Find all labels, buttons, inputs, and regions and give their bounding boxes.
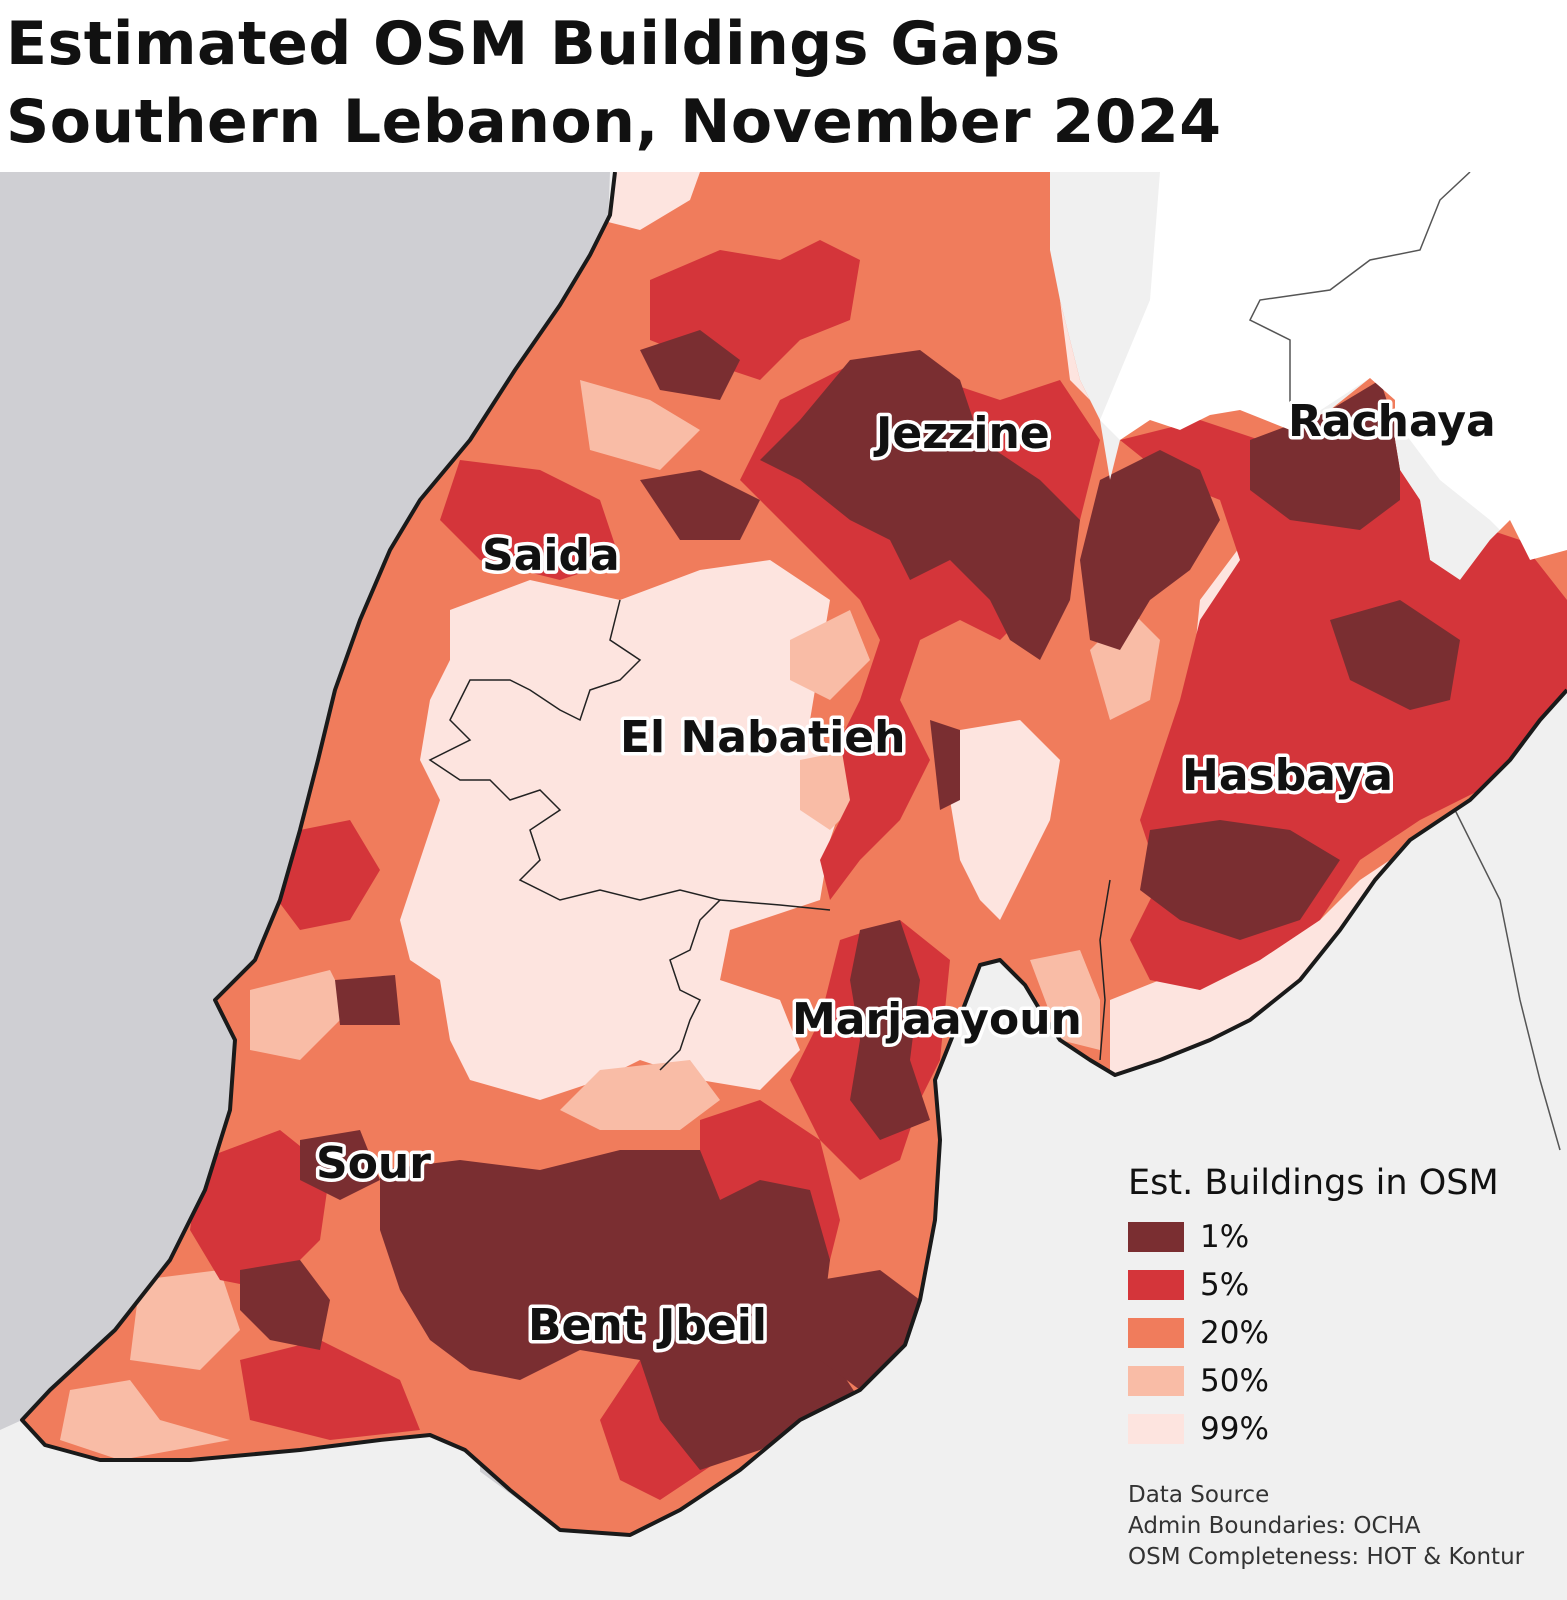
map-title-line-2: Southern Lebanon, November 2024 xyxy=(6,87,1222,157)
region-fill-1-north[interactable] xyxy=(640,330,740,400)
legend-swatch-20pct xyxy=(1128,1318,1184,1348)
region-fill-1-hasbaya[interactable] xyxy=(1080,450,1220,650)
district-label-marjaayoun: Marjaayoun xyxy=(792,994,1082,1045)
legend-item: 50% xyxy=(1128,1357,1548,1405)
data-source-completeness: OSM Completeness: HOT & Kontur xyxy=(1128,1544,1525,1570)
region-fill-5-coast[interactable] xyxy=(270,820,380,930)
region-fill-1-sour[interactable] xyxy=(240,1260,330,1350)
legend-swatch-1pct xyxy=(1128,1222,1184,1252)
legend-title: Est. Buildings in OSM xyxy=(1128,1163,1499,1203)
district-label-el-nabatieh: El Nabatieh xyxy=(620,712,905,763)
region-fill-1-hasbaya-south[interactable] xyxy=(1140,820,1340,940)
region-fill-1-marjaayoun[interactable] xyxy=(850,920,930,1140)
district-boundary-marjaayoun xyxy=(719,899,831,911)
syria-region xyxy=(1100,172,1567,560)
district-boundary-nabatieh xyxy=(428,599,722,1071)
region-fill-99-nw[interactable] xyxy=(600,172,700,230)
region-fill-1-jezzine[interactable] xyxy=(760,350,1080,660)
region-fill-50-g[interactable] xyxy=(1030,950,1100,1050)
map-title-line-1: Estimated OSM Buildings Gaps xyxy=(6,9,1061,79)
region-fill-50-c[interactable] xyxy=(250,970,350,1060)
legend-label: 99% xyxy=(1200,1411,1269,1447)
region-fill-99-marjaayoun[interactable] xyxy=(950,720,1060,920)
legend-swatch-99pct xyxy=(1128,1414,1184,1444)
district-label-sour: Sour xyxy=(316,1138,431,1189)
legend-item: 99% xyxy=(1128,1405,1548,1453)
district-label-jezzine: Jezzine xyxy=(873,408,1050,459)
data-source-admin: Admin Boundaries: OCHA xyxy=(1128,1513,1421,1539)
region-fill-1-sour-east[interactable] xyxy=(300,1130,380,1200)
coastal-plain xyxy=(0,1420,480,1600)
legend-item: 20% xyxy=(1128,1309,1548,1357)
legend-item: 5% xyxy=(1128,1261,1548,1309)
region-fill-50-h[interactable] xyxy=(790,610,870,700)
map-canvas[interactable]: Rachaya Jezzine Saida El Nabatieh Hasbay… xyxy=(0,172,1567,1600)
region-fill-1-coast[interactable] xyxy=(335,975,400,1025)
data-source: Data Source Admin Boundaries: OCHA OSM C… xyxy=(1128,1480,1524,1573)
region-fill-1-rachaya[interactable] xyxy=(1250,380,1400,530)
legend-item: 1% xyxy=(1128,1213,1548,1261)
district-boundary-hasbaya xyxy=(1099,879,1111,1061)
legend-swatch-5pct xyxy=(1128,1270,1184,1300)
region-fill-1-bent-jbeil[interactable] xyxy=(380,1150,860,1470)
legend-label: 50% xyxy=(1200,1363,1269,1399)
region-fill-1-bent-jbeil-east[interactable] xyxy=(820,1270,920,1390)
legend-label: 1% xyxy=(1200,1219,1250,1255)
district-label-hasbaya: Hasbaya xyxy=(1182,750,1393,801)
data-source-heading: Data Source xyxy=(1128,1482,1270,1508)
legend-label: 20% xyxy=(1200,1315,1269,1351)
region-fill-50-b[interactable] xyxy=(560,1060,720,1130)
region-fill-1-saida-east[interactable] xyxy=(640,470,760,540)
region-fill-5-sw[interactable] xyxy=(190,1130,330,1290)
international-border-lines xyxy=(1248,172,1561,1151)
region-fill-50-a[interactable] xyxy=(580,380,700,470)
region-fill-1-nabatieh-edge[interactable] xyxy=(930,720,960,810)
district-label-rachaya: Rachaya xyxy=(1288,396,1496,447)
district-label-saida: Saida xyxy=(482,530,620,581)
region-fill-1-east[interactable] xyxy=(1330,600,1460,710)
region-fill-50-e[interactable] xyxy=(60,1380,230,1460)
district-label-bent-jbeil: Bent Jbeil xyxy=(528,1300,767,1351)
region-fill-5-saida[interactable] xyxy=(440,460,620,580)
legend-swatch-50pct xyxy=(1128,1366,1184,1396)
legend: Est. Buildings in OSM 1% 5% 20% 50% 99% xyxy=(1128,1163,1548,1453)
region-fill-99-nabatieh[interactable] xyxy=(400,560,850,1100)
region-fill-50-d[interactable] xyxy=(130,1270,240,1370)
lebanon-border xyxy=(20,172,1567,1537)
region-fill-5-west[interactable] xyxy=(240,1340,420,1440)
legend-label: 5% xyxy=(1200,1267,1250,1303)
